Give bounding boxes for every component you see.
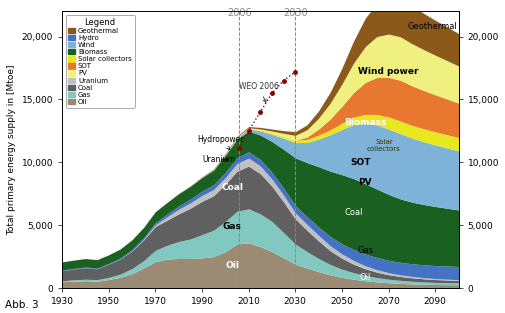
Text: Oil: Oil <box>225 261 239 270</box>
Text: 2030: 2030 <box>282 8 307 18</box>
Text: Geothermal: Geothermal <box>407 22 456 31</box>
Legend: Geothermal, Hydro, Wind, Biomass, Solar collectors, SOT, PV, Uranium, Coal, Gas,: Geothermal, Hydro, Wind, Biomass, Solar … <box>65 15 134 108</box>
Text: WEO 2006: WEO 2006 <box>239 82 279 102</box>
Text: 2006: 2006 <box>227 8 251 18</box>
Text: Coal: Coal <box>221 183 243 192</box>
Text: Hydropower: Hydropower <box>197 135 243 150</box>
Text: Wind power: Wind power <box>358 67 418 76</box>
Text: Solar
collectors: Solar collectors <box>366 139 400 152</box>
Text: Oil: Oil <box>359 274 370 283</box>
Y-axis label: Total primary energy supply in [Mtoe]: Total primary energy supply in [Mtoe] <box>7 64 16 235</box>
Text: SOT: SOT <box>349 158 370 167</box>
Text: Abb. 3: Abb. 3 <box>5 300 38 310</box>
Text: Gas: Gas <box>222 222 241 231</box>
Text: Gas: Gas <box>357 246 373 255</box>
Text: PV: PV <box>358 178 371 187</box>
Text: Coal: Coal <box>343 208 362 217</box>
Text: Uranium: Uranium <box>201 155 234 164</box>
Text: Biomass: Biomass <box>343 118 386 126</box>
